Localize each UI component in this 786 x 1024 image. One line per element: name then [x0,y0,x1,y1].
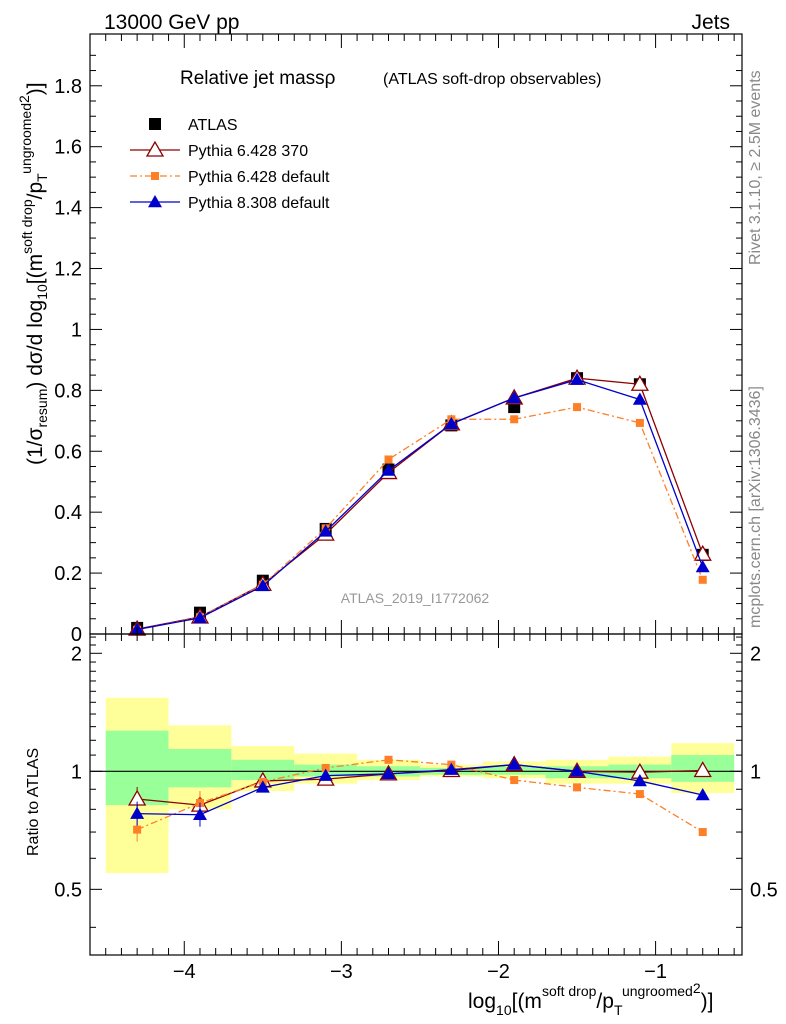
header-right: Jets [691,11,730,34]
ratio-y-tick-label: 2 [71,643,82,665]
axes-layer: 0 0.2 0.4 0.6 0.8 1 1.2 1.4 1.6 1.8 −4 −3 −2 −1 0.5 0.5… [54,33,778,983]
ratio-point [698,828,707,837]
main-point [630,374,649,391]
legend-label: ATLAS [188,117,238,134]
main-series-line [137,379,704,631]
main-y-axis-label: (1/σresum) dσ/d log10[(msoft drop/pTungr… [16,82,50,465]
main-y-tick-label: 0.8 [54,380,82,402]
main-y-tick-label: 1.8 [54,76,82,98]
main-point [635,418,644,427]
main-point [570,372,585,385]
legend-label: Pythia 6.428 370 [188,143,308,160]
main-y-tick-label: 0.4 [54,502,82,524]
ratio-point [507,757,522,770]
ratio-y-tick-label-right: 0.5 [750,879,778,901]
ratio-point [318,768,333,781]
main-point [381,463,396,476]
svg-text:log10[(msoft drop/pTungroomed2: log10[(msoft drop/pTungroomed2)] [468,980,713,1018]
ratio-point [255,780,270,793]
ratio-point [573,783,582,792]
rivet-label: Rivet 3.1.10, ≥ 2.5M events [747,70,764,265]
main-series-line [137,377,704,630]
ratio-point [635,790,644,799]
main-point [507,390,522,404]
legend: ATLAS Pythia 6.428 370 Pythia 6.428 defaul… [130,117,330,212]
ratio-series-line [137,763,703,816]
main-y-tick-label: 0.6 [54,441,82,463]
mcplots-label: mcplots.cern.ch [arXiv:1306.3436] [747,386,764,628]
ratio-point [695,788,710,801]
ratio-point [321,763,330,772]
plot-subtitle: (ATLAS soft-drop observables) [383,71,601,88]
ratio-point [384,755,393,764]
ratio-point [130,806,145,819]
ratio-point [570,764,585,777]
ratio-point [693,761,712,778]
ratio-y-axis-label: Ratio to ATLAS [25,748,42,856]
legend-marker [151,172,159,180]
legend-marker [148,195,162,208]
main-point [510,415,519,424]
main-y-tick-label: 1.2 [54,259,82,281]
ratio-y-tick-label: 0.5 [54,879,82,901]
ratio-y-tick-label-right: 1 [750,761,761,783]
main-y-tick-label: 0 [71,624,82,646]
ratio-point [444,762,459,775]
svg-text:(1/σresum) dσ/d log10[(msoft d: (1/σresum) dσ/d log10[(msoft drop/pTungr… [16,82,50,465]
ratio-frame [89,633,743,956]
main-point [255,578,270,592]
main-point [695,559,710,573]
ratio-point [510,776,519,785]
x-tick-label: −1 [644,961,667,983]
main-series-layer [128,368,712,636]
watermark: ATLAS_2019_I1772062 [341,590,490,606]
main-point [632,392,647,405]
atlas-point [508,401,521,414]
ratio-y-tick-label: 1 [71,761,82,783]
ratio-series-line [136,759,704,833]
x-tick-label: −3 [330,961,353,983]
ratio-band-inner [168,749,232,788]
x-axis-label: log10[(msoft drop/pTungroomed2)] [468,980,713,1018]
main-point [573,403,582,412]
legend-marker [145,140,165,157]
ratio-point [381,766,396,780]
main-y-tick-label: 1 [71,319,82,341]
ratio-point [192,807,207,820]
main-y-tick-label: 1.6 [54,137,82,159]
header-left: 13000 GeV pp [104,11,239,34]
main-y-tick-label: 1.4 [54,198,82,220]
main-point [698,575,707,584]
legend-marker-atlas [149,118,161,130]
legend-label: Pythia 6.428 default [188,169,330,186]
x-tick-label: −4 [173,961,196,983]
main-y-tick-label: 0.2 [54,563,82,585]
plot-title: Relative jet massρ [180,68,336,89]
ratio-band-inner [231,759,295,781]
legend-label: Pythia 8.308 default [188,195,330,212]
ratio-point [632,773,647,787]
main-point [444,416,459,430]
ratio-y-tick-label-right: 2 [750,643,761,665]
main-point [318,524,333,537]
ratio-point [133,825,142,834]
ratio-series-layer [128,755,712,842]
x-tick-label: −2 [487,961,510,983]
main-point [192,610,207,624]
main-point [384,455,393,464]
main-series-line [137,406,704,631]
